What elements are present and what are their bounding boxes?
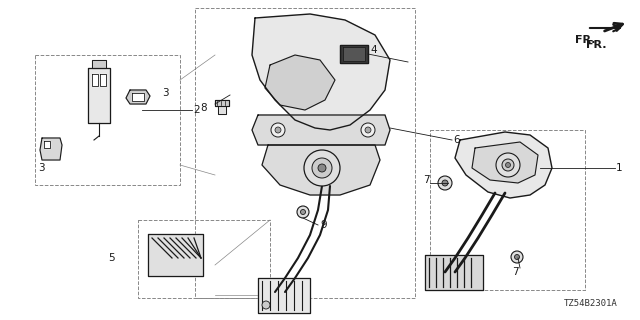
Text: 3: 3 <box>38 163 45 173</box>
Circle shape <box>442 180 448 186</box>
Polygon shape <box>44 141 50 148</box>
Circle shape <box>365 127 371 133</box>
Circle shape <box>502 159 514 171</box>
Polygon shape <box>92 60 106 68</box>
Circle shape <box>318 164 326 172</box>
Text: FR.: FR. <box>586 40 606 50</box>
Polygon shape <box>148 234 203 276</box>
Circle shape <box>304 150 340 186</box>
Polygon shape <box>252 14 390 130</box>
Circle shape <box>275 127 281 133</box>
Text: 7: 7 <box>512 267 518 277</box>
Polygon shape <box>132 93 144 101</box>
Polygon shape <box>40 138 62 160</box>
Circle shape <box>438 176 452 190</box>
Text: 4: 4 <box>370 45 376 55</box>
Bar <box>195 8 415 298</box>
Circle shape <box>262 301 270 309</box>
Circle shape <box>297 206 309 218</box>
Circle shape <box>506 163 511 167</box>
Polygon shape <box>258 278 310 313</box>
Text: 7: 7 <box>424 175 430 185</box>
Text: 5: 5 <box>108 253 115 263</box>
Circle shape <box>301 210 305 214</box>
Polygon shape <box>262 145 380 195</box>
Polygon shape <box>252 115 390 145</box>
Polygon shape <box>472 142 538 183</box>
Circle shape <box>511 251 523 263</box>
Polygon shape <box>425 255 483 290</box>
Polygon shape <box>88 68 110 123</box>
Polygon shape <box>100 74 106 86</box>
Circle shape <box>312 158 332 178</box>
Polygon shape <box>92 74 98 86</box>
Polygon shape <box>265 55 335 110</box>
Text: 3: 3 <box>162 88 168 98</box>
Polygon shape <box>126 90 150 104</box>
Text: 6: 6 <box>453 135 460 145</box>
Polygon shape <box>343 47 365 61</box>
Circle shape <box>361 123 375 137</box>
Polygon shape <box>218 106 226 114</box>
Text: TZ54B2301A: TZ54B2301A <box>564 299 618 308</box>
Text: 1: 1 <box>616 163 623 173</box>
Circle shape <box>496 153 520 177</box>
Text: 2: 2 <box>193 105 200 115</box>
Text: 8: 8 <box>200 103 207 113</box>
Polygon shape <box>340 45 368 63</box>
Text: FR.: FR. <box>575 35 595 45</box>
Bar <box>430 130 585 290</box>
Bar <box>138 220 270 298</box>
Text: 9: 9 <box>320 220 326 230</box>
Polygon shape <box>455 132 552 198</box>
Circle shape <box>515 254 520 260</box>
Polygon shape <box>215 100 229 106</box>
Bar <box>35 55 180 185</box>
Circle shape <box>271 123 285 137</box>
